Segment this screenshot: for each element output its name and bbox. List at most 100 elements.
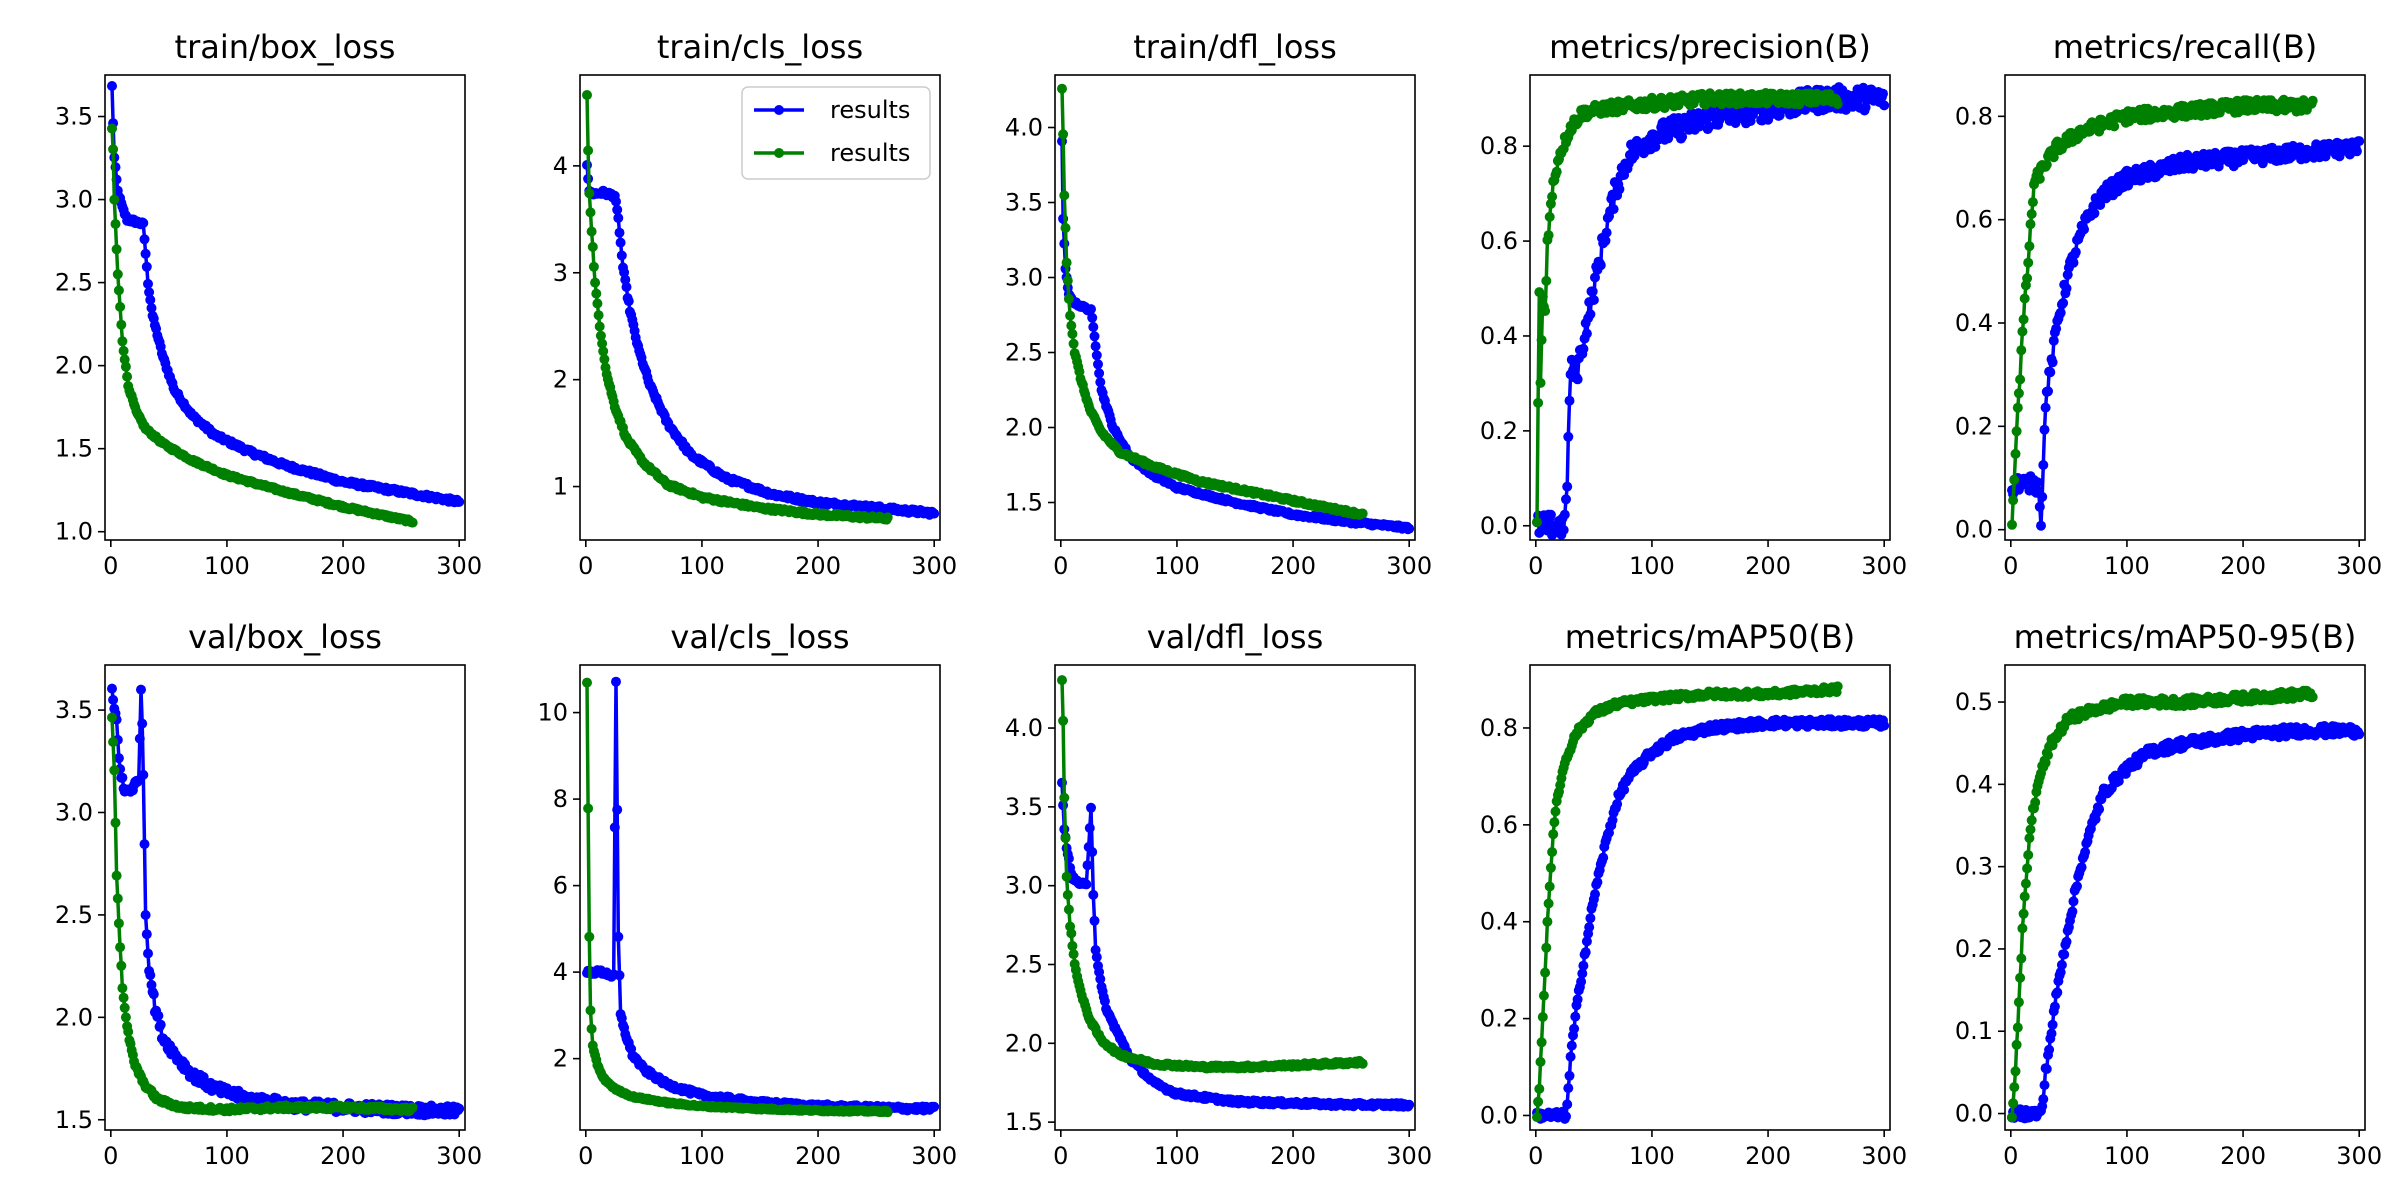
y-tick-label: 10 bbox=[537, 699, 568, 727]
data-point bbox=[107, 683, 117, 694]
data-point bbox=[1536, 1037, 1547, 1048]
data-point bbox=[584, 931, 595, 942]
data-point bbox=[145, 294, 156, 305]
panel-5: metrics/recall(B)0 100 200 3000.00.20.40.60… bbox=[1955, 28, 2382, 580]
data-point bbox=[1585, 913, 1596, 924]
x-tick-label: 100 bbox=[1154, 1142, 1200, 1170]
series-markers bbox=[1057, 675, 1368, 1074]
data-point bbox=[144, 287, 155, 298]
data-point bbox=[614, 227, 625, 238]
x-tick-label: 0 bbox=[1528, 552, 1543, 580]
data-point bbox=[1585, 309, 1596, 320]
data-point bbox=[153, 1010, 164, 1021]
data-point bbox=[582, 90, 592, 100]
data-point bbox=[1089, 331, 1100, 342]
series-markers bbox=[2007, 136, 2365, 531]
data-point bbox=[882, 512, 893, 523]
data-point bbox=[2041, 159, 2052, 170]
y-tick-label: 0.8 bbox=[1955, 102, 1993, 130]
data-point bbox=[1598, 852, 1609, 863]
data-point bbox=[2034, 173, 2045, 184]
data-point bbox=[587, 241, 598, 252]
data-point bbox=[1081, 879, 1092, 890]
y-tick-label: 3.0 bbox=[55, 186, 93, 214]
data-point bbox=[1057, 675, 1067, 686]
data-point bbox=[584, 188, 595, 199]
data-point bbox=[143, 948, 153, 959]
data-point bbox=[1068, 338, 1079, 349]
data-point bbox=[1563, 431, 1574, 442]
panel-title: train/dfl_loss bbox=[1133, 28, 1337, 66]
data-point bbox=[1084, 823, 1095, 833]
series-markers bbox=[1532, 88, 1843, 528]
series-markers bbox=[107, 712, 418, 1117]
data-point bbox=[2018, 314, 2029, 325]
data-point bbox=[148, 989, 159, 1000]
x-tick-label: 200 bbox=[2220, 552, 2266, 580]
data-point bbox=[116, 960, 127, 971]
data-point bbox=[585, 207, 596, 218]
panel-9: metrics/mAP50(B)0 100 200 3000.00.20.40.60.… bbox=[1480, 618, 1907, 1170]
y-tick-label: 3.0 bbox=[1005, 872, 1043, 900]
x-tick-label: 0 bbox=[578, 552, 593, 580]
data-point bbox=[2013, 388, 2024, 399]
x-tick-label: 0 bbox=[103, 1142, 118, 1170]
data-point bbox=[2010, 448, 2021, 459]
data-point bbox=[1572, 994, 1583, 1005]
data-point bbox=[115, 942, 126, 953]
series-line bbox=[1060, 141, 1410, 531]
data-point bbox=[109, 765, 120, 776]
data-point bbox=[1612, 799, 1623, 809]
data-point bbox=[2024, 241, 2035, 252]
data-point bbox=[1563, 1083, 1574, 1094]
y-tick-label: 1.0 bbox=[55, 518, 93, 546]
data-point bbox=[1564, 1070, 1575, 1081]
data-point bbox=[1404, 523, 1415, 534]
data-point bbox=[1089, 915, 1100, 926]
data-point bbox=[613, 931, 624, 942]
data-point bbox=[136, 684, 146, 695]
data-point bbox=[2027, 197, 2038, 208]
series-line bbox=[1060, 88, 1364, 517]
x-tick-label: 300 bbox=[1861, 552, 1907, 580]
data-point bbox=[122, 371, 133, 382]
data-point bbox=[2109, 121, 2120, 132]
data-point bbox=[1566, 1040, 1577, 1051]
y-tick-label: 2 bbox=[553, 1045, 568, 1073]
data-point bbox=[407, 517, 418, 528]
data-point bbox=[1357, 508, 1368, 519]
data-point bbox=[1532, 517, 1542, 528]
data-point bbox=[2037, 491, 2048, 502]
data-point bbox=[1569, 1023, 1580, 1034]
series-markers bbox=[1532, 714, 1890, 1124]
data-point bbox=[1561, 494, 1571, 505]
data-point bbox=[1093, 359, 1103, 370]
x-tick-label: 100 bbox=[679, 1142, 725, 1170]
x-tick-label: 300 bbox=[911, 1142, 957, 1170]
data-point bbox=[2011, 426, 2022, 437]
data-point bbox=[454, 1103, 465, 1114]
panel-title: metrics/precision(B) bbox=[1549, 28, 1871, 66]
data-point bbox=[2034, 501, 2045, 512]
data-point bbox=[108, 694, 119, 705]
data-point bbox=[2032, 477, 2043, 488]
x-tick-label: 100 bbox=[1154, 552, 1200, 580]
data-point bbox=[1061, 871, 1072, 882]
data-point bbox=[1057, 83, 1067, 94]
data-point bbox=[1595, 260, 1606, 271]
y-tick-label: 2.5 bbox=[1005, 339, 1043, 367]
data-point bbox=[615, 237, 626, 248]
data-point bbox=[1547, 191, 1558, 202]
y-tick-label: 0.0 bbox=[1480, 512, 1518, 540]
x-tick-label: 0 bbox=[1053, 552, 1068, 580]
y-tick-label: 1.5 bbox=[1005, 1108, 1043, 1136]
data-point bbox=[1592, 877, 1603, 888]
data-point bbox=[1600, 235, 1611, 246]
data-point bbox=[1540, 967, 1551, 978]
data-point bbox=[2070, 247, 2081, 257]
data-point bbox=[590, 277, 601, 288]
y-tick-label: 3.5 bbox=[1005, 793, 1043, 821]
data-point bbox=[593, 310, 604, 321]
x-tick-label: 200 bbox=[320, 552, 366, 580]
